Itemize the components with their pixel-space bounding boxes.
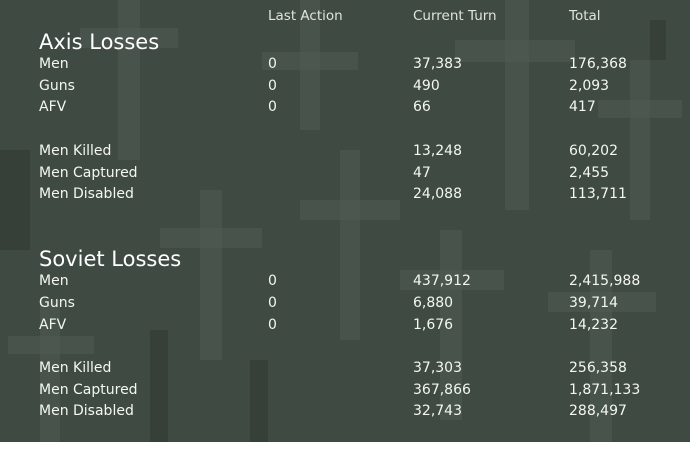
- total-value: 1,871,133: [569, 382, 641, 398]
- total-value: 288,497: [569, 403, 627, 419]
- last-action-value: 0: [268, 78, 277, 94]
- row-label: Guns: [39, 78, 75, 94]
- row-label: AFV: [39, 317, 67, 333]
- total-value: 60,202: [569, 143, 618, 159]
- total-value: 2,093: [569, 78, 610, 94]
- total-value: 113,711: [569, 186, 627, 202]
- total-value: 2,415,988: [569, 273, 641, 289]
- current-turn-value: 47: [413, 165, 431, 181]
- current-turn-value: 1,676: [413, 317, 454, 333]
- current-turn-value: 13,248: [413, 143, 462, 159]
- current-turn-value: 32,743: [413, 403, 462, 419]
- current-turn-value: 66: [413, 99, 431, 115]
- row-label: Men Killed: [39, 360, 112, 376]
- row-label: Guns: [39, 295, 75, 311]
- row-label: Men Killed: [39, 143, 112, 159]
- row-label: Men Disabled: [39, 186, 134, 202]
- row-label: Men: [39, 56, 69, 72]
- row-label: Men Disabled: [39, 403, 134, 419]
- total-value: 39,714: [569, 295, 618, 311]
- total-value: 2,455: [569, 165, 610, 181]
- current-turn-value: 24,088: [413, 186, 462, 202]
- row-label: Men: [39, 273, 69, 289]
- current-turn-value: 437,912: [413, 273, 471, 289]
- last-action-value: 0: [268, 295, 277, 311]
- last-action-value: 0: [268, 273, 277, 289]
- header-total: Total: [569, 8, 601, 24]
- row-label: AFV: [39, 99, 67, 115]
- soviet-losses-title: Soviet Losses: [39, 247, 182, 271]
- last-action-value: 0: [268, 317, 277, 333]
- last-action-value: 0: [268, 99, 277, 115]
- last-action-value: 0: [268, 56, 277, 72]
- current-turn-value: 490: [413, 78, 440, 94]
- row-label: Men Captured: [39, 382, 138, 398]
- total-value: 14,232: [569, 317, 618, 333]
- total-value: 417: [569, 99, 596, 115]
- header-current-turn: Current Turn: [413, 8, 497, 24]
- total-value: 256,358: [569, 360, 627, 376]
- axis-losses-title: Axis Losses: [39, 30, 160, 54]
- current-turn-value: 37,383: [413, 56, 462, 72]
- total-value: 176,368: [569, 56, 627, 72]
- row-label: Men Captured: [39, 165, 138, 181]
- header-last-action: Last Action: [268, 8, 343, 24]
- current-turn-value: 6,880: [413, 295, 454, 311]
- current-turn-value: 367,866: [413, 382, 471, 398]
- current-turn-value: 37,303: [413, 360, 462, 376]
